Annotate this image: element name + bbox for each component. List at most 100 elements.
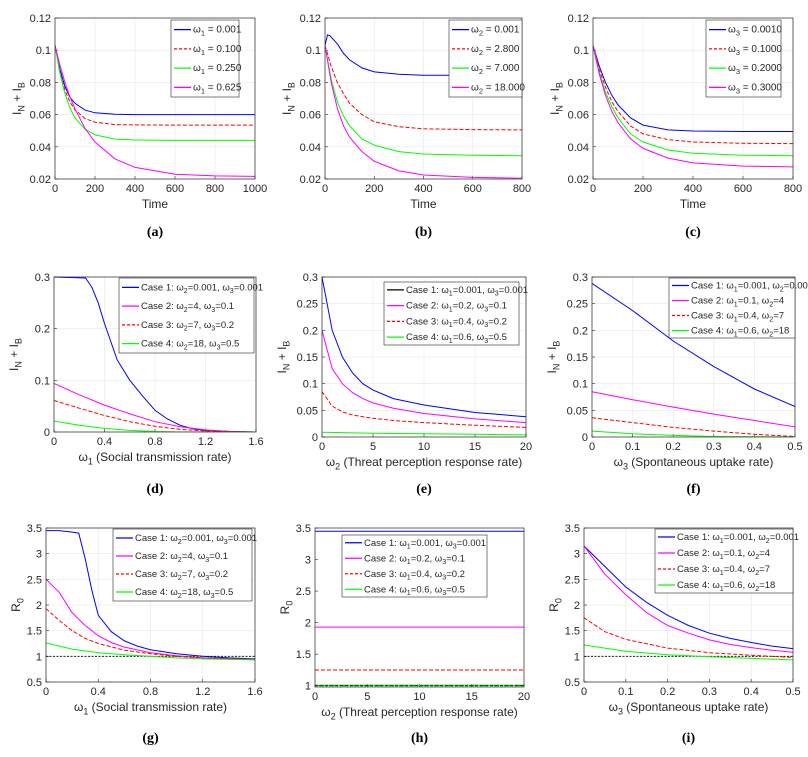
legend-label: Case 3: ω2=7, ω3=0.2 xyxy=(141,320,234,333)
x-tick-label: 0.8 xyxy=(143,686,158,698)
legend-label: ω2 = 7.000 xyxy=(471,63,520,76)
y-tick-label: 0.04 xyxy=(568,142,589,154)
legend-label: ω2 = 2.800 xyxy=(471,44,520,57)
legend-label: ω1 = 0.250 xyxy=(193,63,242,76)
y-axis-label: IN + IB xyxy=(545,341,562,374)
x-axis-label: Time xyxy=(142,197,169,211)
y-axis-label: R0 xyxy=(9,598,26,612)
y-tick-label: 0.04 xyxy=(30,142,51,154)
y-tick-label: 3.5 xyxy=(27,523,42,535)
x-tick-label: 0.4 xyxy=(91,686,106,698)
x-tick-label: 600 xyxy=(166,183,184,195)
legend-label: Case 1: ω2=0.001, ω3=0.001 xyxy=(141,282,263,295)
panel-label: (h) xyxy=(411,731,428,746)
x-tick-label: 0.3 xyxy=(702,686,717,698)
y-tick-label: 0 xyxy=(312,432,318,444)
panel-label: (c) xyxy=(685,225,701,240)
legend-label: Case 3: ω1=0.4, ω3=0.2 xyxy=(406,316,507,329)
y-tick-label: 0.06 xyxy=(300,110,321,122)
y-axis-label: R0 xyxy=(547,598,564,612)
axes-box xyxy=(45,527,256,683)
y-tick-label: 0.15 xyxy=(297,352,318,364)
panel-label: (b) xyxy=(415,225,432,240)
chart-panel-h: 0 5 10 15 20 1 1.5 2 2.5 3 3.5 Case 1: ω1=0.001, ω3… xyxy=(278,523,530,746)
x-tick-label: 0.2 xyxy=(666,441,681,453)
y-tick-label: 2 xyxy=(305,618,311,630)
y-tick-label: 2 xyxy=(574,600,580,612)
series-line-4 xyxy=(55,45,255,177)
legend-label: ω3 = 0.0010 xyxy=(728,25,782,38)
y-tick-label: 0.06 xyxy=(568,110,589,122)
x-tick-label: 400 xyxy=(126,183,144,195)
x-tick-label: 1.6 xyxy=(248,436,263,448)
x-tick-label: 0.4 xyxy=(747,441,762,453)
x-tick-label: 800 xyxy=(206,183,224,195)
x-tick-label: 10 xyxy=(413,691,425,703)
x-tick-label: 15 xyxy=(469,441,481,453)
series-line-3 xyxy=(593,45,793,157)
x-tick-label: 400 xyxy=(684,183,702,195)
x-tick-label: 0.5 xyxy=(787,441,802,453)
series-line-3 xyxy=(592,417,795,437)
y-tick-label: 0.5 xyxy=(27,677,42,689)
chart-panel-i: 0 0.1 0.2 0.3 0.4 0.5 0.5 1 1.5 2 2.5 3 3.5 Case 1: ω… xyxy=(547,523,801,746)
x-tick-label: 1000 xyxy=(243,183,267,195)
legend-box xyxy=(118,277,255,354)
legend-label: ω1 = 0.625 xyxy=(193,82,242,95)
y-tick-label: 2 xyxy=(36,600,42,612)
series-line-4 xyxy=(325,45,522,179)
legend-box xyxy=(668,277,796,339)
y-tick-label: 0.1 xyxy=(36,45,51,57)
legend: ω3 = 0.0010 ω3 = 0.1000 ω3 = 0.2000 ω3 = 0.… xyxy=(705,19,782,98)
series-line-3 xyxy=(46,608,255,660)
x-tick-label: 0 xyxy=(590,183,596,195)
legend-box xyxy=(654,528,794,594)
x-tick-label: 1.6 xyxy=(247,686,262,698)
series-line-2 xyxy=(593,45,793,145)
legend: ω1 = 0.001 ω1 = 0.100 ω1 = 0.250 ω1 = 0.625 xyxy=(170,19,242,98)
chart-panel-f: 0 0.1 0.2 0.3 0.4 0.5 0 0.05 0.1 0.15 0.2 0.25 0.3 Ca… xyxy=(545,272,808,497)
legend-label: Case 2: ω1=0.2, ω3=0.1 xyxy=(406,301,507,314)
chart-panel-e: 0 5 10 15 20 0 0.05 0.1 0.15 0.2 0.25 0.3 Case 1: ω1… xyxy=(275,272,532,497)
panel-label: (e) xyxy=(416,482,432,497)
series-line-1 xyxy=(322,276,526,418)
axes-box xyxy=(53,276,257,433)
y-tick-label: 3.5 xyxy=(565,523,580,535)
series-line-2 xyxy=(584,545,793,653)
legend-label: ω3 = 0.1000 xyxy=(728,44,782,57)
y-tick-label: 0.12 xyxy=(568,13,589,25)
y-tick-label: 1.5 xyxy=(27,626,42,638)
legend-label: Case 4: ω2=18, ω3=0.5 xyxy=(141,339,239,352)
x-tick-label: 1.2 xyxy=(198,436,213,448)
y-tick-label: 2.5 xyxy=(296,586,311,598)
axes-box xyxy=(583,527,794,683)
axes-box xyxy=(321,276,527,438)
axes-box xyxy=(314,527,525,688)
legend-label: Case 1: ω2=0.001, ω3=0.001 xyxy=(135,533,257,546)
legend-label: Case 4: ω1=0.6, ω2=18 xyxy=(691,326,789,339)
y-tick-label: 0.25 xyxy=(297,299,318,311)
chart-panel-a: 0 200 400 600 800 1000 0.02 0.04 0.06 0.08 0.1 0.12… xyxy=(10,13,267,240)
legend-label: ω1 = 0.100 xyxy=(193,44,242,57)
x-tick-label: 5 xyxy=(364,691,370,703)
axes-box xyxy=(592,17,794,180)
x-tick-label: 1.2 xyxy=(195,686,210,698)
series-line-2 xyxy=(592,391,795,428)
legend-label: Case 4: ω1=0.6, ω2=18 xyxy=(677,580,775,593)
panel-label: (f) xyxy=(687,482,701,497)
y-axis-label: IN + IB xyxy=(7,338,24,371)
y-tick-label: 0.3 xyxy=(303,272,318,284)
legend-label: Case 2: ω2=4, ω3=0.1 xyxy=(141,301,234,314)
series-line-4 xyxy=(584,644,793,661)
y-tick-label: 1 xyxy=(305,681,311,693)
legend: Case 1: ω1=0.001, ω2=0.001 Case 2: ω1=0.1… xyxy=(668,277,808,339)
legend-label: ω2 = 0.001 xyxy=(471,25,520,38)
y-tick-label: 0.02 xyxy=(300,174,321,186)
legend-label: Case 4: ω1=0.6, ω3=0.5 xyxy=(406,332,507,345)
x-tick-label: 600 xyxy=(734,183,752,195)
x-tick-label: 200 xyxy=(365,183,383,195)
legend-label: Case 4: ω2=18, ω3=0.5 xyxy=(135,587,233,600)
y-tick-label: 1.5 xyxy=(296,649,311,661)
y-tick-label: 0.06 xyxy=(30,110,51,122)
y-tick-label: 3 xyxy=(36,549,42,561)
